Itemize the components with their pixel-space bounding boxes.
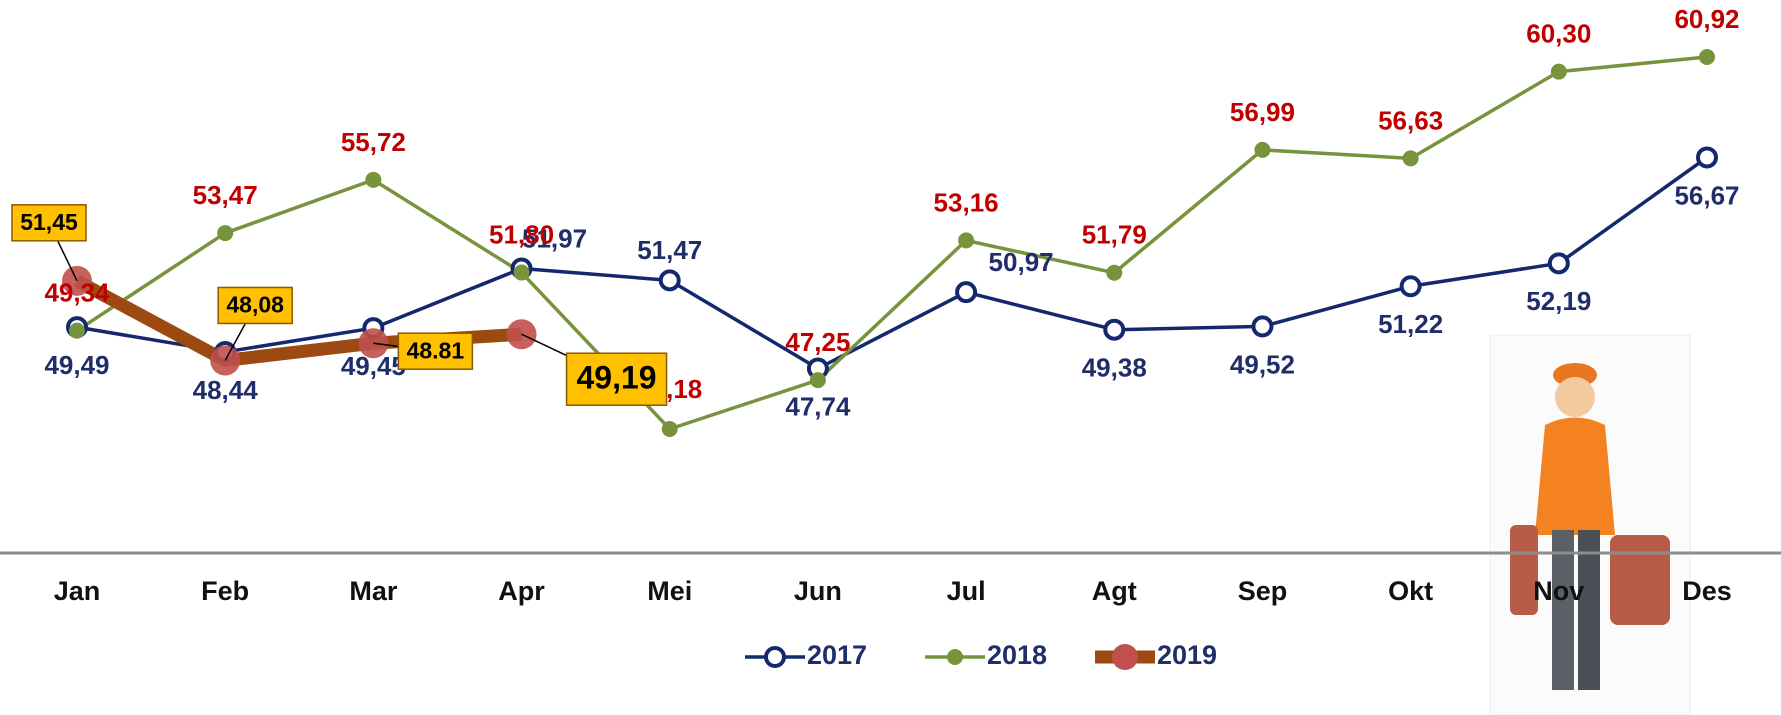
data-label: 47,74 [785,391,851,421]
x-tick-label: Nov [1533,576,1584,606]
x-tick-label: Mar [349,576,398,606]
x-tick-label: Jun [794,576,842,606]
legend-label: 2017 [807,640,867,670]
data-label: 52,19 [1526,286,1591,316]
marker [1550,254,1568,272]
data-label: 53,16 [934,187,999,217]
data-label: 60,30 [1526,19,1591,49]
data-label: 47,25 [785,327,850,357]
data-label: 55,72 [341,127,406,157]
marker [1698,148,1716,166]
data-label: 60,92 [1674,4,1739,34]
x-tick-label: Feb [201,576,249,606]
x-tick-label: Apr [498,576,545,606]
data-label: 49,38 [1082,353,1147,383]
data-label: 49,34 [44,278,110,308]
data-label: 56,99 [1230,97,1295,127]
legend-marker [947,649,963,665]
chart: Jan Feb Mar Apr Mei Jun Jul Agt Sep Okt Nov Des 49,4… [0,0,1781,715]
marker [662,421,678,437]
legend-marker [766,648,784,666]
marker [810,372,826,388]
series-line [77,157,1707,368]
marker [1699,49,1715,65]
marker [365,172,381,188]
marker [514,265,530,281]
data-label: 51,80 [489,219,554,249]
data-label: 51,47 [637,235,702,265]
marker [1254,142,1270,158]
legend-label: 2018 [987,640,1047,670]
data-label: 48.81 [407,337,465,363]
x-tick-label: Mei [647,576,692,606]
x-tick-label: Okt [1388,576,1433,606]
data-label: 49,49 [44,350,109,380]
marker [1106,265,1122,281]
data-label: 56,67 [1674,180,1739,210]
marker [661,271,679,289]
data-label: 50,97 [989,247,1054,277]
data-label: 51,22 [1378,309,1443,339]
data-label: 49,52 [1230,349,1295,379]
marker [217,225,233,241]
marker [1105,321,1123,339]
legend-marker [1112,644,1138,670]
x-tick-label: Jan [54,576,101,606]
data-label: 51,79 [1082,220,1147,250]
data-label: 48,08 [226,292,284,318]
legend-label: 2019 [1157,640,1217,670]
bellboy-illustration [1490,335,1690,715]
x-tick-label: Sep [1238,576,1288,606]
marker [69,323,85,339]
data-label: 48,44 [193,375,259,405]
series-line [77,57,1707,429]
marker [1253,317,1271,335]
marker [1551,64,1567,80]
data-label: 56,63 [1378,105,1443,135]
marker [1402,277,1420,295]
data-label: 49,45 [341,351,406,381]
data-label: 53,47 [193,180,258,210]
data-label: 51,45 [20,209,78,235]
marker [958,232,974,248]
x-tick-label: Jul [947,576,986,606]
x-tick-label: Agt [1092,576,1137,606]
x-tick-label: Des [1682,576,1732,606]
data-label: 49,19 [577,360,657,396]
marker [957,283,975,301]
marker [1403,150,1419,166]
